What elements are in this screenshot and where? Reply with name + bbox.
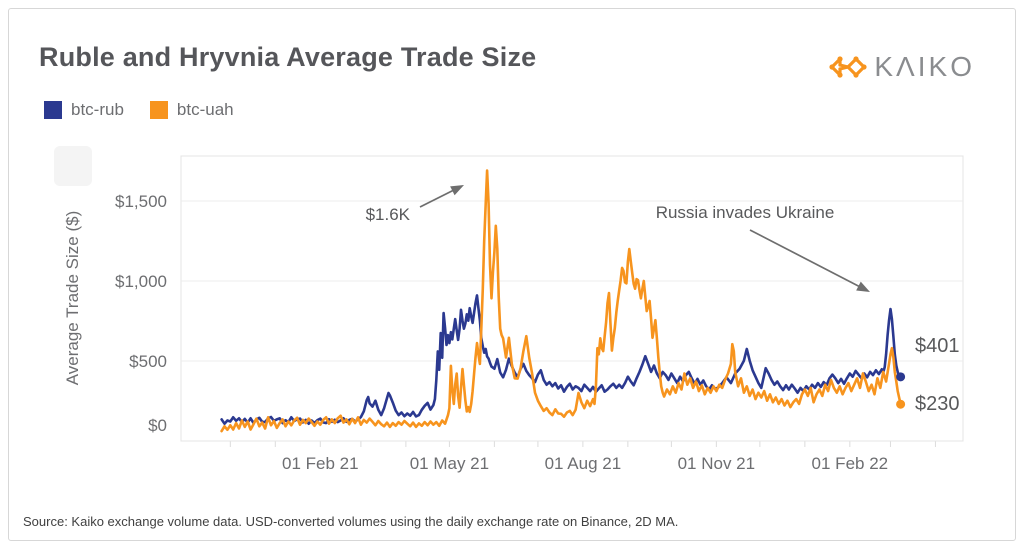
peak-label: $1.6K [366, 205, 411, 224]
series-end-dot-btc-uah [896, 399, 906, 409]
end-value-label-btc-uah: $230 [915, 393, 960, 415]
invasion-label-arrowhead [856, 281, 870, 292]
y-tick-label: $1,000 [115, 272, 167, 291]
legend-item-btc-rub: btc-rub [44, 100, 124, 120]
chart-card: Ruble and Hryvnia Average Trade Size KΛI… [8, 8, 1016, 541]
series-line-btc-rub [220, 294, 902, 425]
y-axis-title: Average Trade Size ($) [63, 211, 82, 386]
x-tick-label: 01 Nov 21 [678, 454, 756, 473]
faded-watermark-box [54, 146, 92, 186]
y-tick-label: $0 [148, 416, 167, 435]
btc-uah-swatch [149, 101, 168, 119]
legend: btc-rub btc-uah [44, 100, 234, 120]
kaiko-logo-text: KΛIKO [874, 51, 975, 82]
y-tick-label: $1,500 [115, 192, 167, 211]
plot-border [180, 155, 964, 442]
series-line-btc-uah [220, 169, 902, 433]
legend-label-btc-rub: btc-rub [71, 100, 124, 119]
peak-label-arrow [419, 189, 455, 208]
x-tick-label: 01 Feb 22 [812, 454, 889, 473]
source-note: Source: Kaiko exchange volume data. USD-… [23, 514, 679, 529]
peak-label-arrowhead [450, 185, 464, 196]
x-tick-label: 01 Feb 21 [282, 454, 359, 473]
invasion-label: Russia invades Ukraine [656, 203, 835, 222]
invasion-label-arrow [749, 229, 861, 288]
legend-label-btc-uah: btc-uah [176, 100, 234, 119]
kaiko-logo: KΛIKO [828, 51, 975, 83]
end-value-label-btc-rub: $401 [915, 335, 960, 357]
series-end-dot-btc-rub [896, 372, 906, 382]
x-tick-label: 01 May 21 [410, 454, 489, 473]
btc-rub-swatch [44, 101, 62, 119]
legend-item-btc-uah: btc-uah [149, 100, 234, 120]
y-tick-label: $500 [129, 352, 167, 371]
chart-title: Ruble and Hryvnia Average Trade Size [39, 42, 537, 72]
x-tick-label: 01 Aug 21 [545, 454, 622, 473]
kaiko-logo-icon [829, 56, 867, 78]
